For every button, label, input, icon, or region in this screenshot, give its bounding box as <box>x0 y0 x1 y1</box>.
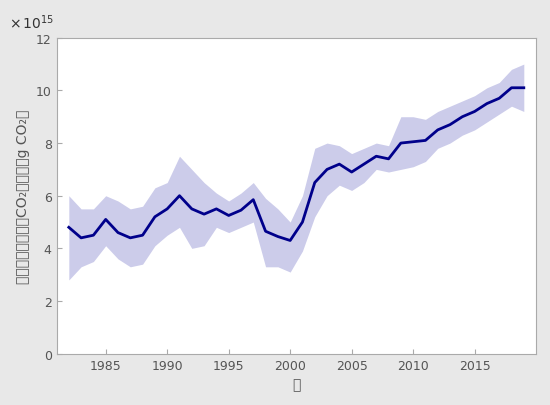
X-axis label: 年: 年 <box>292 377 300 391</box>
Y-axis label: 年間当たりの海洋CO₂吸收量（g CO₂）: 年間当たりの海洋CO₂吸收量（g CO₂） <box>16 109 30 283</box>
Text: $\times\,10^{15}$: $\times\,10^{15}$ <box>9 14 54 32</box>
